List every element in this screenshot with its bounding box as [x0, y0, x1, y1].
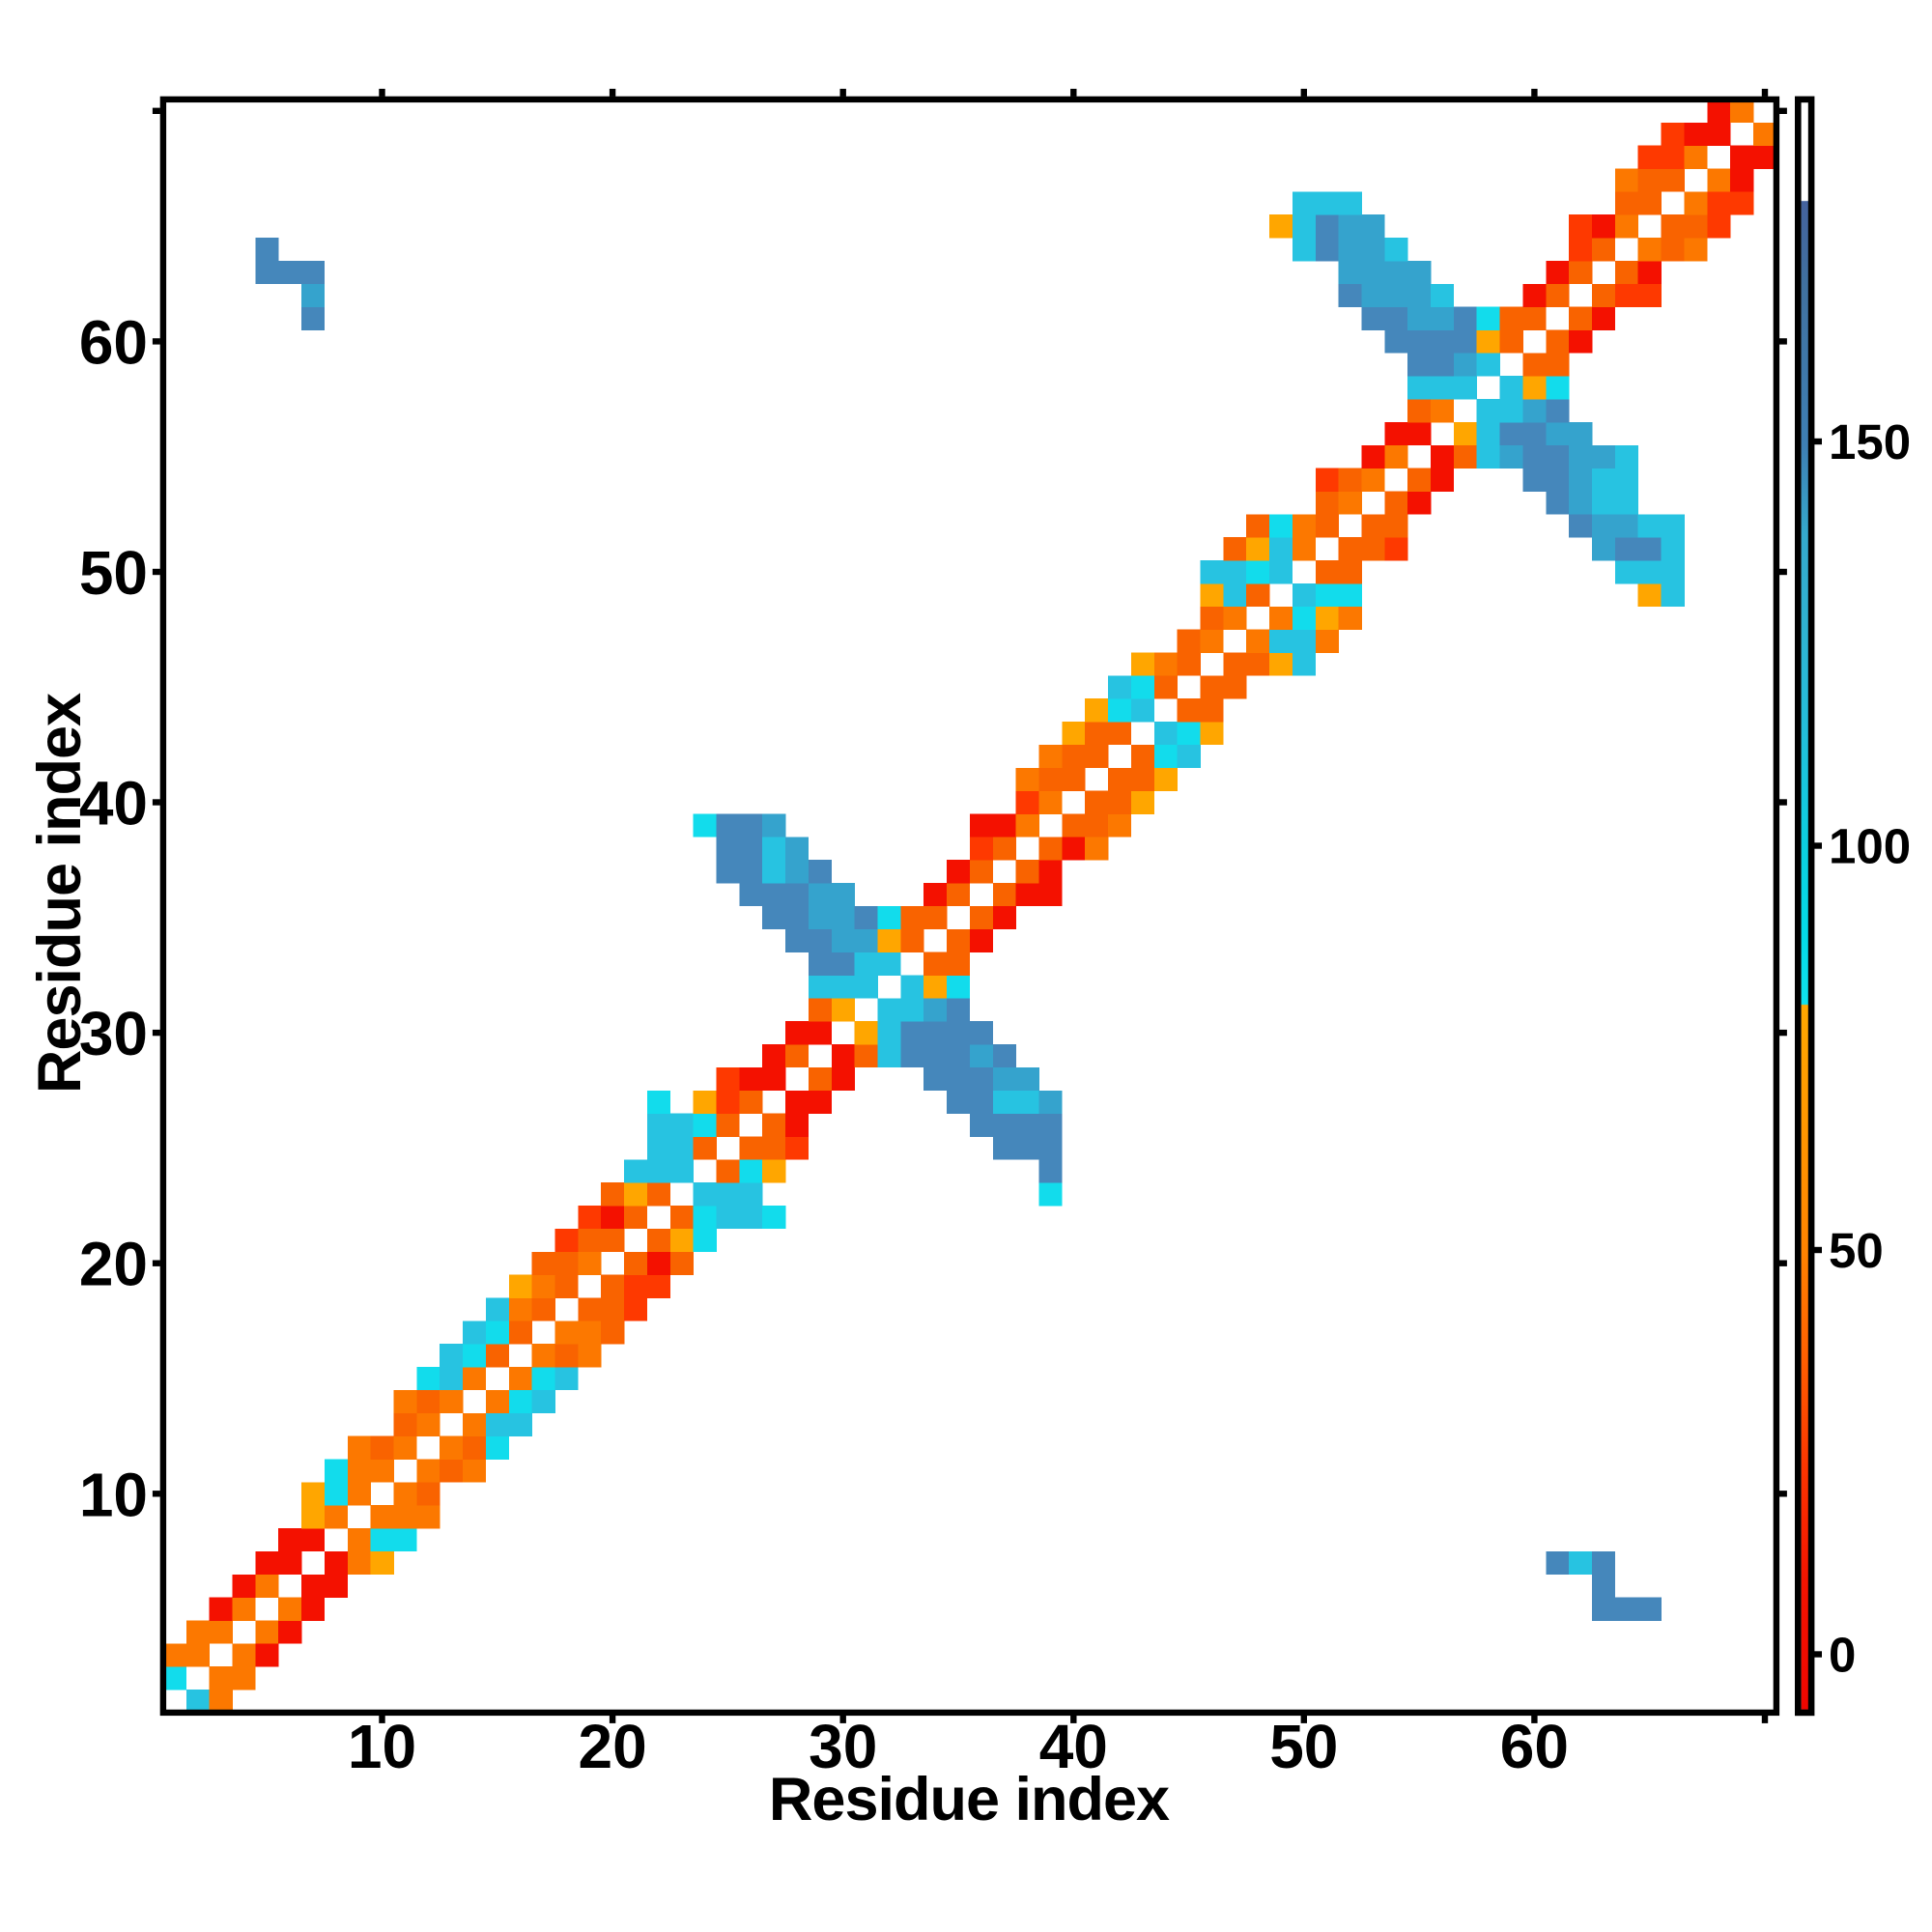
svg-text:60: 60	[1500, 1712, 1569, 1781]
svg-text:Residue index: Residue index	[26, 693, 94, 1094]
svg-text:50: 50	[1269, 1712, 1338, 1781]
svg-text:100: 100	[1829, 819, 1911, 874]
svg-text:10: 10	[79, 1460, 148, 1529]
svg-text:20: 20	[79, 1230, 148, 1299]
svg-text:30: 30	[79, 999, 148, 1068]
svg-text:0: 0	[1829, 1628, 1856, 1683]
svg-text:60: 60	[79, 307, 148, 377]
svg-text:20: 20	[579, 1712, 647, 1781]
svg-text:50: 50	[1829, 1223, 1884, 1278]
svg-text:40: 40	[79, 769, 148, 838]
svg-text:10: 10	[348, 1712, 416, 1781]
svg-text:150: 150	[1829, 414, 1911, 469]
svg-text:Residue index: Residue index	[769, 1766, 1170, 1833]
svg-text:40: 40	[1039, 1712, 1108, 1781]
svg-text:30: 30	[809, 1712, 877, 1781]
svg-text:50: 50	[79, 538, 148, 608]
